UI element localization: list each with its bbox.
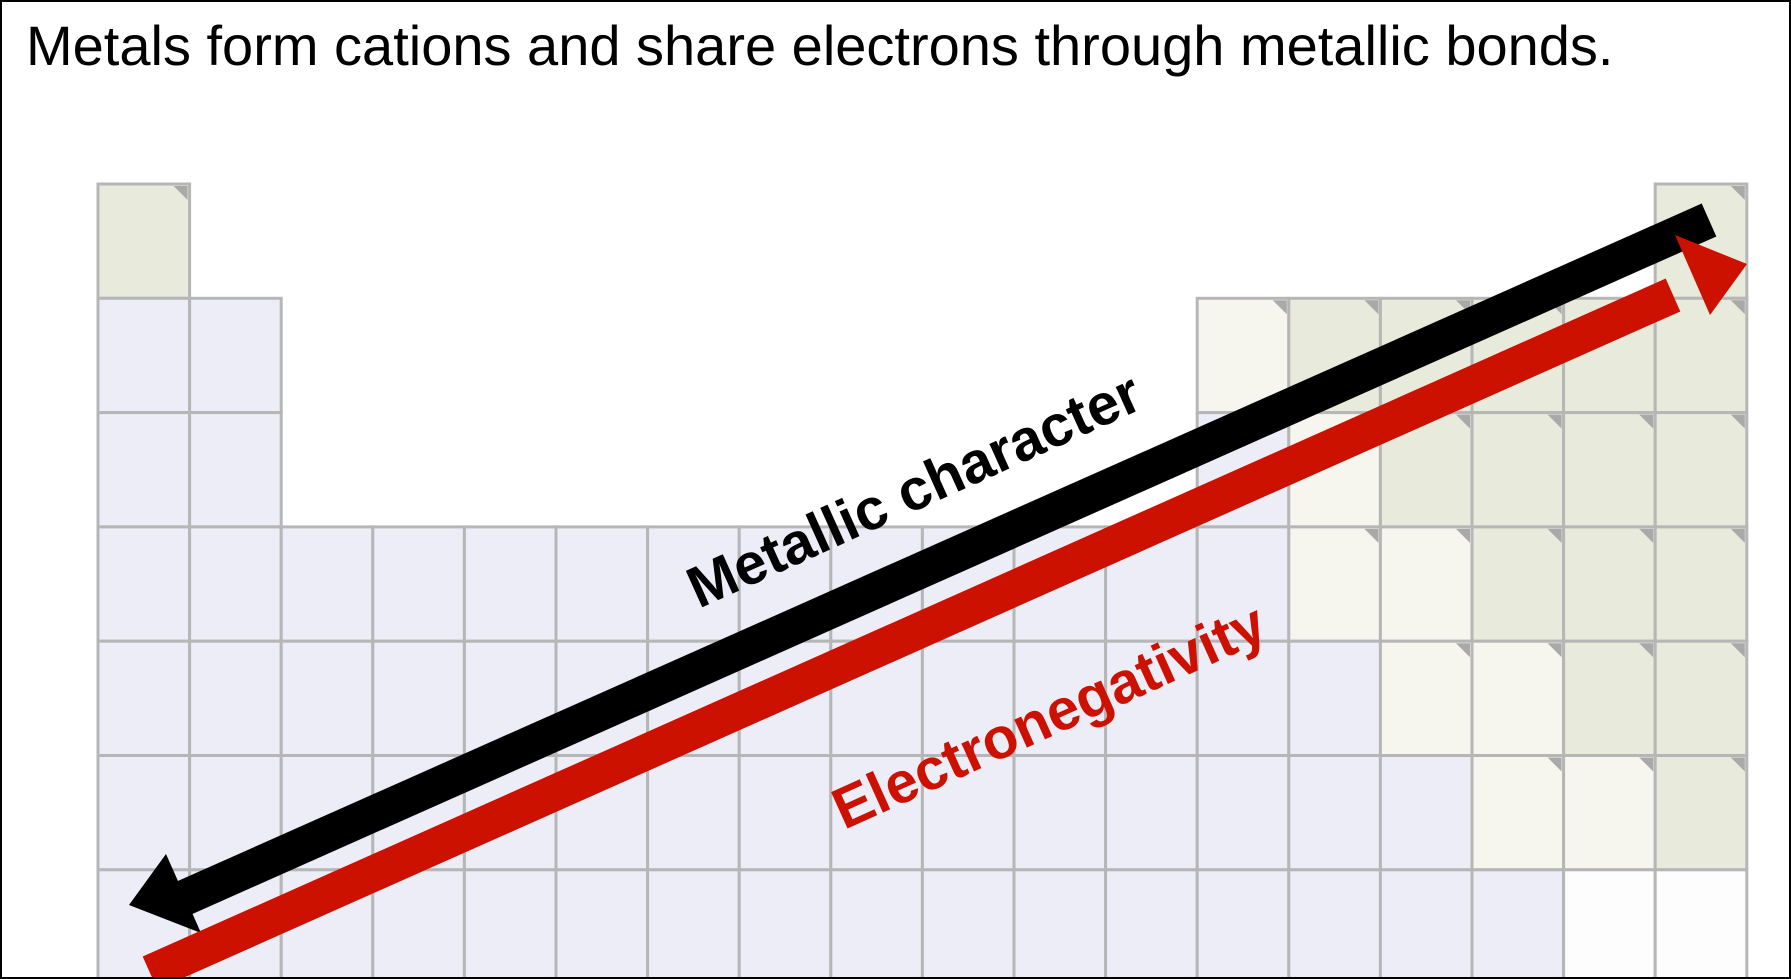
element-cell-metal [188,411,283,529]
element-cell-metal [1287,868,1382,977]
element-cell-metal [96,296,192,415]
element-cell-nonmetal [1562,525,1657,643]
element-cell-metal [188,639,283,758]
element-cell-metal [737,754,833,872]
element-cell-metal [279,639,375,758]
element-cell-nonmetal [1653,525,1749,643]
electronegativity-arrow-shaft [142,278,1681,977]
element-cell-metal [188,525,283,643]
element-cell-metal [96,754,192,872]
cell-corner-fold [1730,528,1745,543]
element-cell-blank [1653,868,1749,977]
cell-corner-fold [1456,414,1470,429]
element-cell-nonmetal [1653,639,1749,758]
element-cell-nonmetal [96,182,192,300]
element-cell-metal [1195,639,1291,758]
element-cell-metal [96,639,192,758]
metallic-character-arrowhead [129,854,201,933]
element-cell-metal [1470,868,1566,977]
metallic-character-arrow-shaft [176,203,1717,915]
element-cell-metal [371,639,466,758]
cell-corner-fold [1272,300,1287,315]
cell-corner-fold [1639,643,1654,658]
element-cell-metal [371,525,466,643]
element-cell-metal [1195,754,1291,872]
cell-corner-fold [1639,757,1654,772]
electronegativity-arrowhead [1675,235,1747,315]
element-cell-metal [1378,868,1474,977]
element-cell-metal [1287,754,1382,872]
element-cell-metalloid [1195,296,1291,415]
cell-corner-fold [1456,643,1470,658]
cell-corner-fold [1730,757,1745,772]
cell-corner-fold [1730,300,1745,315]
element-cell-nonmetal [1562,639,1657,758]
element-cell-metal [1104,754,1199,872]
element-cell-metalloid [1378,639,1474,758]
element-cell-nonmetal [1470,411,1566,529]
element-cell-blank [1562,868,1657,977]
element-cell-metal [554,525,650,643]
element-cell-metal [920,868,1016,977]
element-cell-metalloid [1562,754,1657,872]
cell-corner-fold [1639,528,1654,543]
element-cell-metal [646,868,741,977]
element-cell-nonmetal [1653,411,1749,529]
slide-title: Metals form cations and share electrons … [26,14,1614,77]
cell-corner-fold [1547,643,1562,658]
element-cell-metal [1195,868,1291,977]
element-cell-metal [462,525,558,643]
element-cell-metal [920,754,1016,872]
cell-corner-fold [1456,528,1470,543]
cell-corner-fold [1547,414,1562,429]
cell-corner-fold [1364,528,1379,543]
element-cell-metal [1287,639,1382,758]
element-cell-nonmetal [1470,525,1566,643]
cell-corner-fold [1364,300,1379,315]
element-cell-metal [1378,754,1474,872]
element-cell-nonmetal [1562,411,1657,529]
element-cell-nonmetal [1653,754,1749,872]
element-cell-metal [1012,754,1108,872]
element-cell-metal [1104,868,1199,977]
element-cell-metal [554,868,650,977]
cell-corner-fold [1547,528,1562,543]
element-cell-metal [96,411,192,529]
element-cell-metal [1012,868,1108,977]
cell-corner-fold [1730,414,1745,429]
element-cell-metal [646,754,741,872]
cell-corner-fold [1730,186,1745,200]
element-cell-metal [188,296,283,415]
cell-corner-fold [1547,757,1562,772]
cell-corner-fold [1730,643,1745,658]
element-cell-metalloid [1470,754,1566,872]
element-cell-nonmetal [1653,296,1749,415]
element-cell-metal [737,868,833,977]
element-cell-metalloid [1470,639,1566,758]
element-cell-metalloid [1378,525,1474,643]
element-cell-metalloid [1287,525,1382,643]
element-cell-metal [462,868,558,977]
element-cell-metal [829,868,924,977]
cell-corner-fold [1639,414,1654,429]
element-cell-metal [920,639,1016,758]
element-cell-metal [1012,639,1108,758]
element-cell-metal [96,525,192,643]
cell-corner-fold [173,186,188,200]
element-cell-metal [279,525,375,643]
